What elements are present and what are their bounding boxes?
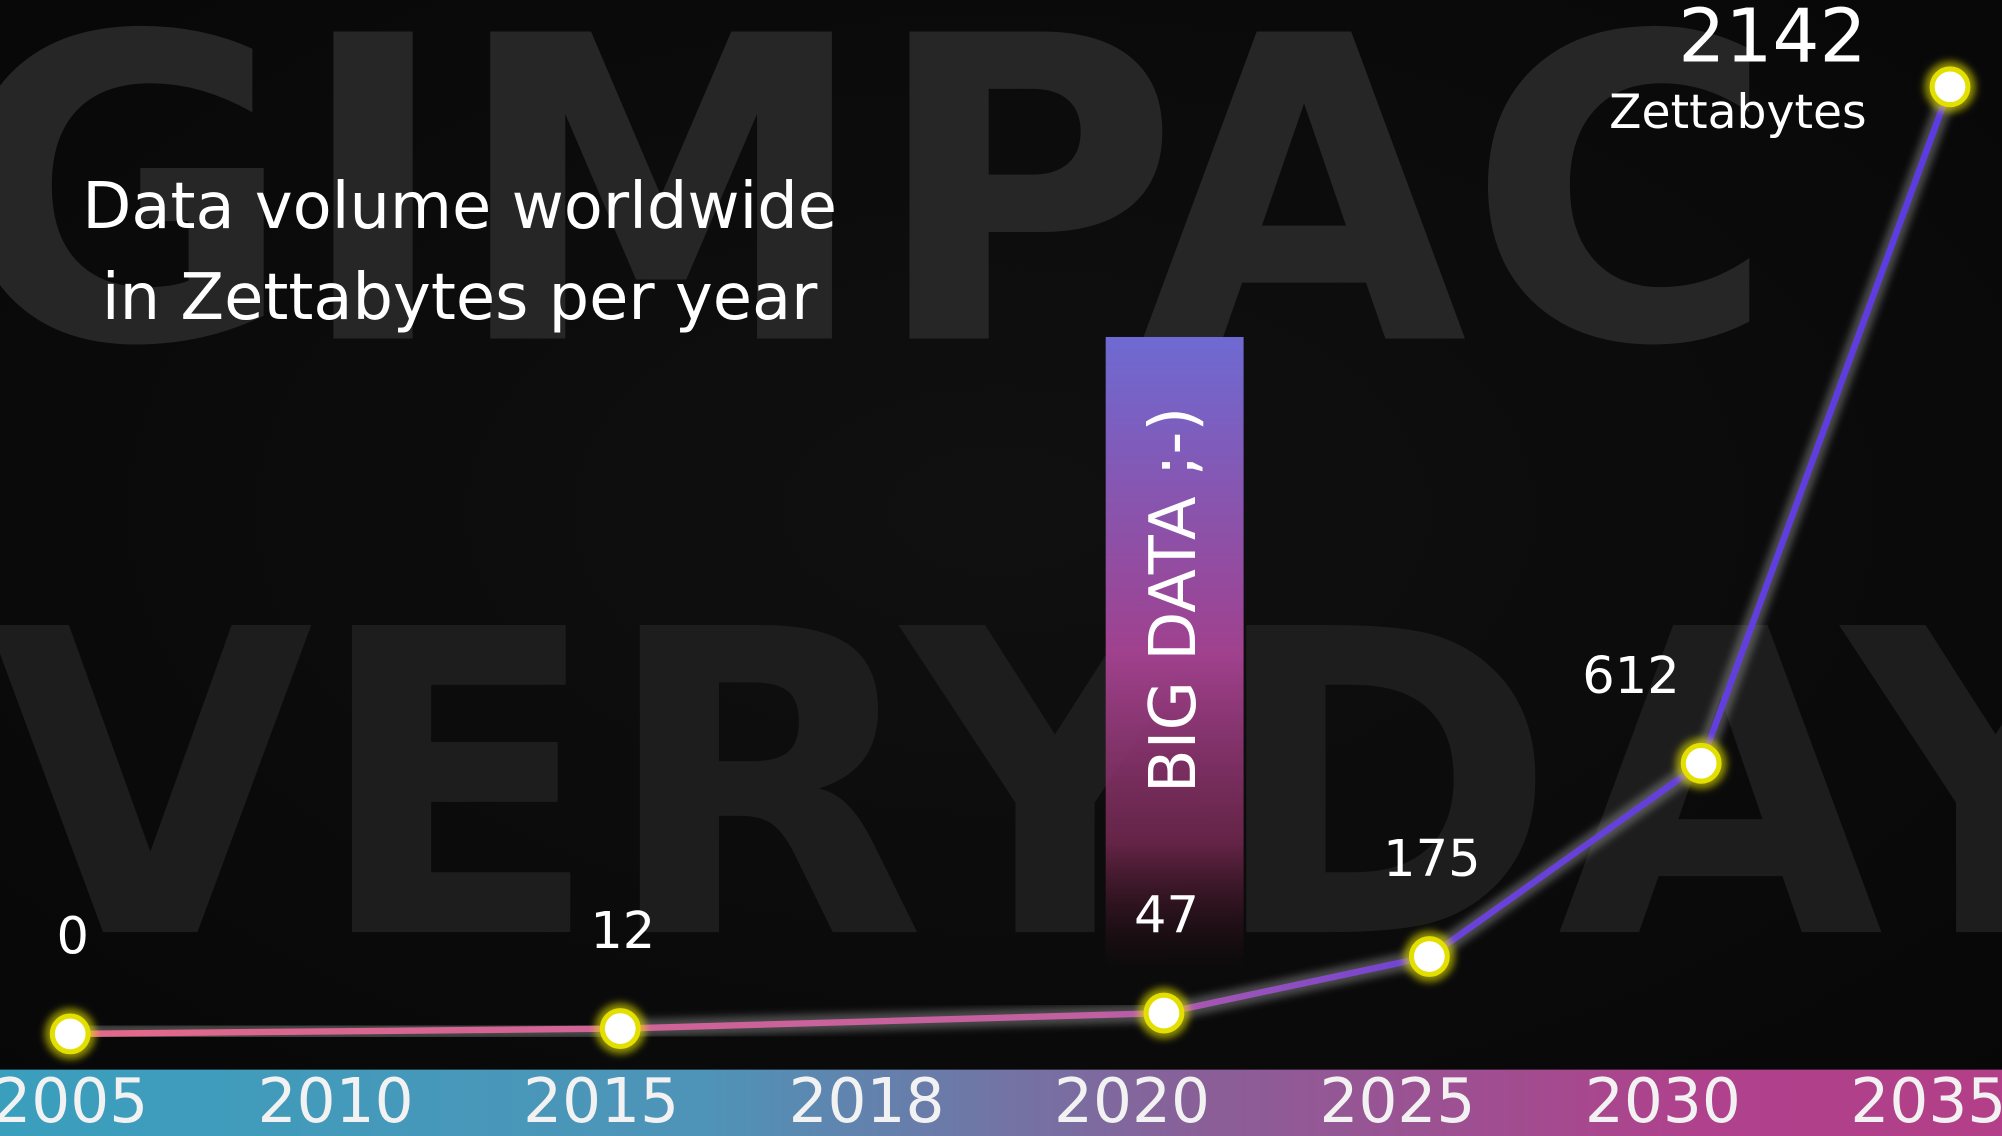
value-label: 0 [57,907,89,966]
unit-label: Zettabytes [1609,85,1866,140]
value-label: 2142 [1678,0,1866,79]
x-tick-label: 2018 [789,1066,945,1136]
chart: GIMPAC VERYDAY Data volume worldwide in … [0,0,2002,1136]
point [52,1016,88,1052]
x-tick-label: 2035 [1850,1066,2002,1136]
point [602,1011,638,1047]
point [1932,69,1968,105]
chart-title: Data volume worldwide [82,170,837,244]
chart-title: in Zettabytes per year [102,261,818,335]
x-tick-label: 2005 [0,1066,148,1136]
point [1411,939,1447,975]
value-label: 612 [1582,647,1679,706]
x-tick-label: 2010 [258,1066,414,1136]
point [1683,745,1719,781]
value-label: 47 [1134,887,1199,946]
x-tick-label: 2030 [1585,1066,1741,1136]
point [1146,995,1182,1031]
x-tick-label: 2015 [523,1066,679,1136]
x-tick-label: 2020 [1054,1066,1210,1136]
value-label: 12 [590,902,655,961]
value-label: 175 [1383,830,1480,889]
x-tick-label: 2025 [1319,1066,1475,1136]
banner-text: BIG DATA ;-) [1137,407,1211,793]
